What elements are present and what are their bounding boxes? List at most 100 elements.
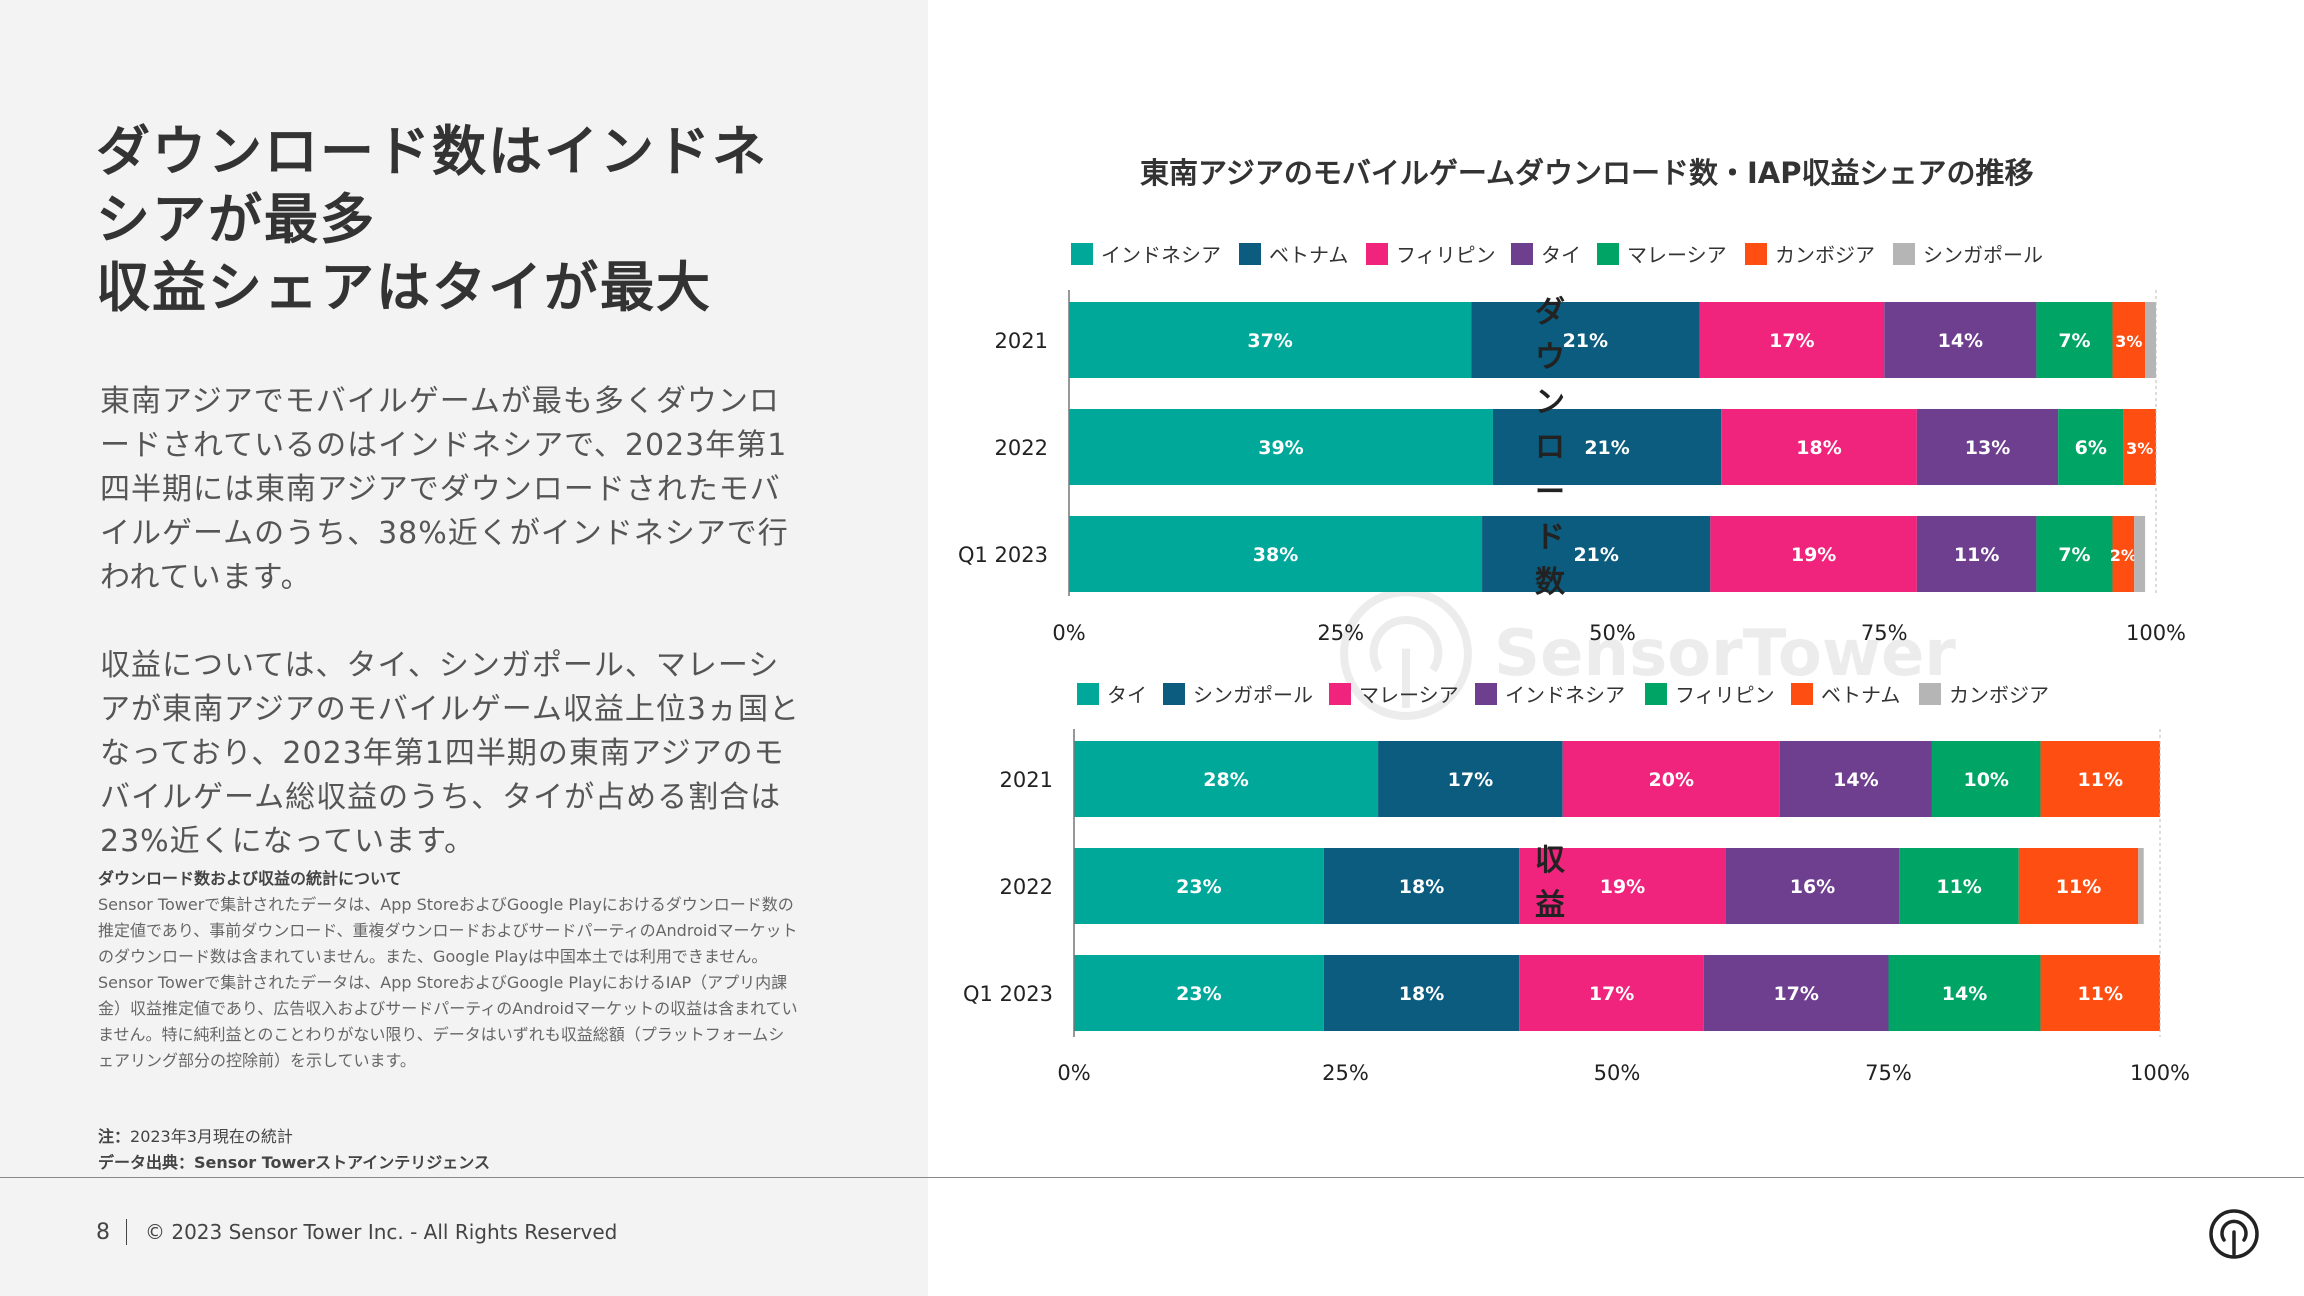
bar-segment — [1916, 409, 2059, 485]
x-tick-label: 75% — [1861, 621, 1908, 645]
x-tick-label: 0% — [1057, 1061, 1090, 1085]
bar-segment — [1069, 409, 1493, 485]
x-tick-label: 50% — [1589, 621, 1636, 645]
footer: 8 © 2023 Sensor Tower Inc. - All Rights … — [96, 1219, 617, 1245]
bar-segment — [1888, 955, 2041, 1031]
data-label: 39% — [1258, 437, 1303, 459]
bar-segment — [1721, 409, 1917, 485]
notes-text-revenue: Sensor Towerで集計されたデータは、App StoreおよびGoogl… — [98, 973, 798, 1070]
data-label: 14% — [1938, 330, 1983, 352]
data-label: 10% — [1963, 769, 2008, 791]
side-label-char: ロ — [1535, 430, 1565, 465]
bar-segment — [1471, 302, 1700, 378]
legend-label: マレーシア — [1627, 243, 1727, 267]
legend-swatch — [1919, 683, 1941, 705]
legend-swatch — [1893, 243, 1915, 265]
bar-segment — [1699, 302, 1885, 378]
bar-segment — [2040, 741, 2160, 817]
legend-label: タイ — [1541, 243, 1581, 267]
data-label: 23% — [1176, 983, 1221, 1005]
legend-label: ベトナム — [1269, 243, 1348, 267]
side-label-char: 収 — [1535, 843, 1566, 878]
bar-segment — [2112, 302, 2146, 378]
x-tick-label: 100% — [2130, 1061, 2190, 1085]
bar-segment — [1779, 741, 1932, 817]
body-paragraph-downloads: 東南アジアでモバイルゲームが最も多くダウンロードされているのはインドネシアで、2… — [100, 384, 789, 595]
category-label: 2021 — [1000, 768, 1053, 792]
bar-segment — [1899, 848, 2019, 924]
bar-segment — [1562, 741, 1780, 817]
data-label: 17% — [1773, 983, 1818, 1005]
x-tick-label: 25% — [1322, 1061, 1369, 1085]
data-label: 17% — [1769, 330, 1814, 352]
legend-swatch — [1597, 243, 1619, 265]
category-label: Q1 2023 — [958, 543, 1048, 567]
data-label: 7% — [2058, 330, 2090, 352]
x-tick-label: 0% — [1052, 621, 1085, 645]
bar-segment — [1069, 302, 1472, 378]
data-label: 21% — [1584, 437, 1629, 459]
x-tick-label: 75% — [1865, 1061, 1912, 1085]
data-label: 11% — [2056, 876, 2101, 898]
data-label: 18% — [1399, 876, 1444, 898]
bar-segment — [2123, 409, 2156, 485]
data-label: 14% — [1942, 983, 1987, 1005]
data-label: 14% — [1833, 769, 1878, 791]
side-label-char: 数 — [1535, 565, 1566, 600]
side-label-char: ド — [1535, 520, 1565, 555]
bar-segment — [1931, 741, 2041, 817]
legend-label: マレーシア — [1359, 683, 1459, 707]
legend-swatch — [1071, 243, 1093, 265]
data-label: 7% — [2058, 544, 2090, 566]
notes-block: ダウンロード数および収益の統計について Sensor Towerで集計されたデー… — [98, 866, 798, 1074]
side-label-char: ン — [1535, 385, 1565, 420]
side-label-char: ウ — [1535, 340, 1565, 375]
legend-label: インドネシア — [1101, 243, 1221, 267]
data-label: 21% — [1563, 330, 1608, 352]
footer-divider — [0, 1177, 2304, 1178]
bar-segment — [1074, 848, 1324, 924]
data-label: 17% — [1589, 983, 1634, 1005]
bar-segment — [1519, 848, 1726, 924]
legend-swatch — [1645, 683, 1667, 705]
bar-segment — [1725, 848, 1900, 924]
chart-title: 東南アジアのモバイルゲームダウンロード数・IAP収益シェアの推移 — [1140, 156, 2034, 190]
left-panel — [0, 0, 928, 1296]
legend-swatch — [1511, 243, 1533, 265]
bar-segment — [2018, 848, 2139, 924]
watermark-text: SensorTower — [1494, 617, 1956, 691]
copyright: © 2023 Sensor Tower Inc. - All Rights Re… — [145, 1220, 618, 1244]
data-label: 18% — [1399, 983, 1444, 1005]
bar-segment — [2138, 848, 2144, 924]
notes-text-downloads: Sensor Towerで集計されたデータは、App StoreおよびGoogl… — [98, 895, 798, 966]
category-label: Q1 2023 — [963, 982, 1053, 1006]
side-label-char: ー — [1535, 475, 1565, 510]
bar-segment — [2040, 955, 2160, 1031]
bar-segment — [1492, 409, 1722, 485]
bar-segment — [1916, 516, 2037, 592]
data-label: 2% — [2110, 546, 2137, 565]
data-label: 13% — [1965, 437, 2010, 459]
bar-segment — [1074, 741, 1379, 817]
bar-segment — [1519, 955, 1704, 1031]
legend-label: カンボジア — [1949, 683, 2049, 707]
watermark-logo-icon — [1340, 588, 1472, 720]
legend-label: シンガポール — [1193, 683, 1313, 707]
x-tick-label: 25% — [1317, 621, 1364, 645]
bar-segment — [1710, 516, 1917, 592]
bar-segment — [1378, 741, 1563, 817]
source-label: データ出典： — [98, 1153, 195, 1172]
legend-label: ベトナム — [1821, 683, 1900, 707]
data-label: 11% — [2078, 983, 2123, 1005]
legend-swatch — [1475, 683, 1497, 705]
legend-swatch — [1329, 683, 1351, 705]
legend-label: カンボジア — [1775, 243, 1875, 267]
headline-line-3: 収益シェアはタイが最大 — [96, 256, 712, 319]
data-label: 6% — [2075, 437, 2107, 459]
category-label: 2022 — [1000, 875, 1053, 899]
legend-swatch — [1239, 243, 1261, 265]
footer-separator — [126, 1219, 127, 1245]
bar-segment — [2036, 302, 2113, 378]
legend-label: インドネシア — [1505, 683, 1625, 707]
